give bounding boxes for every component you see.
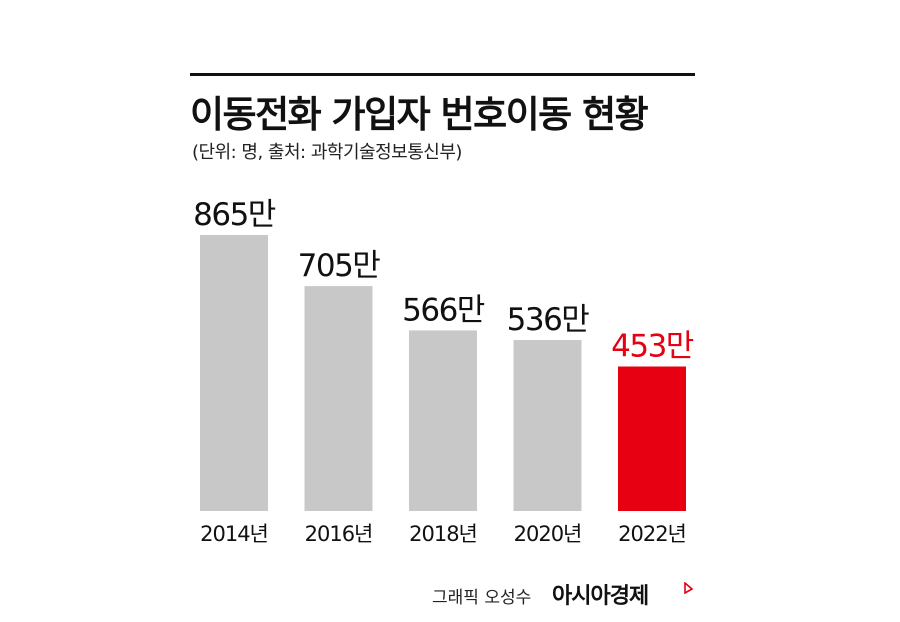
value-label-2014년: 865만 bbox=[193, 197, 276, 233]
x-tick-label-2016년: 2016년 bbox=[305, 522, 373, 546]
x-tick-label-2018년: 2018년 bbox=[409, 522, 477, 546]
chart-subtitle: (단위: 명, 출처: 과학기술정보통신부) bbox=[192, 142, 462, 163]
bar-2016년 bbox=[304, 286, 373, 511]
bar-2020년 bbox=[513, 340, 582, 511]
graphic-credit: 그래픽 오성수 bbox=[432, 588, 532, 608]
chart-title: 이동전화 가입자 번호이동 현황 bbox=[190, 93, 649, 136]
value-label-2022년: 453만 bbox=[611, 329, 694, 365]
value-label-2018년: 566만 bbox=[402, 292, 485, 328]
bar-2022년 bbox=[618, 366, 686, 511]
brand-mark-icon bbox=[684, 582, 693, 594]
x-tick-label-2014년: 2014년 bbox=[200, 522, 268, 546]
value-label-2016년: 705만 bbox=[298, 248, 381, 284]
x-tick-label-2020년: 2020년 bbox=[514, 522, 582, 546]
title-rule bbox=[190, 73, 695, 76]
x-tick-label-2022년: 2022년 bbox=[618, 522, 686, 546]
value-label-2020년: 536만 bbox=[507, 302, 590, 338]
brand-logo: 아시아경제 bbox=[552, 584, 649, 609]
bar-2014년 bbox=[200, 235, 268, 511]
bar-2018년 bbox=[409, 330, 477, 511]
